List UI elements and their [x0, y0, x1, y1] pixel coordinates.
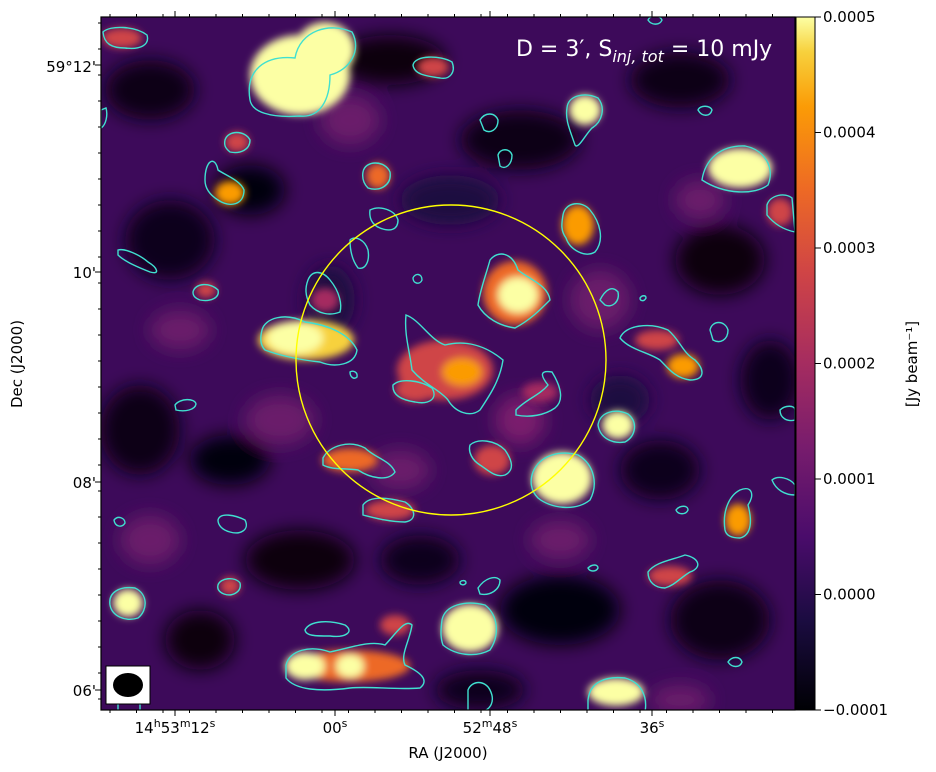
colorbar-tick-label: 0.0002: [823, 355, 876, 373]
xtick-label: 52m48s: [463, 717, 518, 737]
colorbar: [795, 16, 816, 711]
colorbar-tick-label: 0.0005: [823, 8, 876, 26]
ytick-label: 08': [73, 474, 96, 492]
colorbar-tick-label: 0.0004: [823, 124, 876, 142]
x-axis-label: RA (J2000): [408, 744, 487, 762]
aperture-circle: [295, 204, 607, 516]
colorbar-tick-label: −0.0001: [823, 701, 888, 719]
radio-map: [101, 17, 795, 710]
xtick-label: 36s: [640, 717, 665, 737]
xtick-label: 14h53m12s: [135, 717, 216, 737]
emission-blobs: [102, 22, 793, 706]
y-axis-label: Dec (J2000): [8, 320, 26, 408]
annotation-text: D = 3′, Sinj, tot = 10 mJy: [516, 37, 772, 66]
beam-ellipse: [113, 673, 143, 697]
ytick-label: 06': [73, 682, 96, 700]
colorbar-ticks: 0.0005 0.0004 0.0003 0.0002 0.0001 0.0000 −0.0…: [815, 8, 888, 719]
ytick-label: 10': [73, 264, 96, 282]
colorbar-tick-label: 0.0000: [823, 586, 876, 604]
map-frame: [100, 16, 796, 711]
colorbar-tick-label: 0.0003: [823, 239, 876, 257]
xtick-label: 00s: [323, 717, 348, 737]
ytick-label: 59°12': [46, 58, 96, 76]
colorbar-label: [Jy beam⁻¹]: [903, 321, 921, 407]
colorbar-tick-label: 0.0001: [823, 470, 876, 488]
